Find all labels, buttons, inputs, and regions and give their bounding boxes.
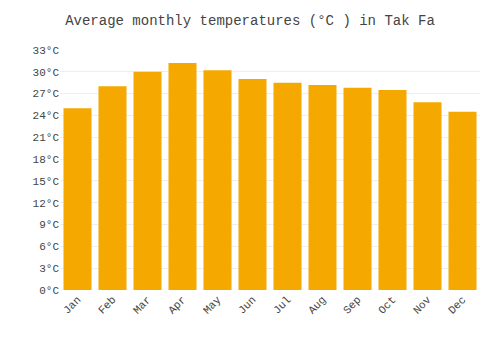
svg-text:33°C: 33°C — [33, 45, 60, 57]
svg-text:21°C: 21°C — [33, 132, 60, 144]
svg-text:Jun: Jun — [236, 294, 258, 316]
svg-text:May: May — [201, 294, 224, 317]
svg-text:6°C: 6°C — [39, 241, 59, 253]
svg-text:Apr: Apr — [166, 294, 188, 316]
svg-text:12°C: 12°C — [33, 198, 60, 210]
svg-text:9°C: 9°C — [39, 219, 59, 231]
svg-text:3°C: 3°C — [39, 263, 59, 275]
svg-text:30°C: 30°C — [33, 67, 60, 79]
svg-text:Average monthly temperatures (: Average monthly temperatures (°C ) in Ta… — [65, 13, 435, 29]
svg-text:15°C: 15°C — [33, 176, 60, 188]
svg-text:Aug: Aug — [306, 294, 328, 316]
svg-text:Oct: Oct — [376, 294, 398, 316]
svg-text:Jan: Jan — [61, 294, 83, 316]
svg-text:0°C: 0°C — [39, 285, 59, 297]
svg-text:Jul: Jul — [271, 294, 293, 316]
svg-text:Nov: Nov — [411, 294, 434, 317]
svg-text:18°C: 18°C — [33, 154, 60, 166]
svg-text:24°C: 24°C — [33, 110, 60, 122]
svg-text:Mar: Mar — [131, 294, 153, 316]
svg-text:Feb: Feb — [96, 294, 118, 316]
svg-text:Sep: Sep — [341, 294, 363, 316]
svg-text:27°C: 27°C — [33, 88, 60, 100]
svg-text:Dec: Dec — [446, 294, 468, 316]
